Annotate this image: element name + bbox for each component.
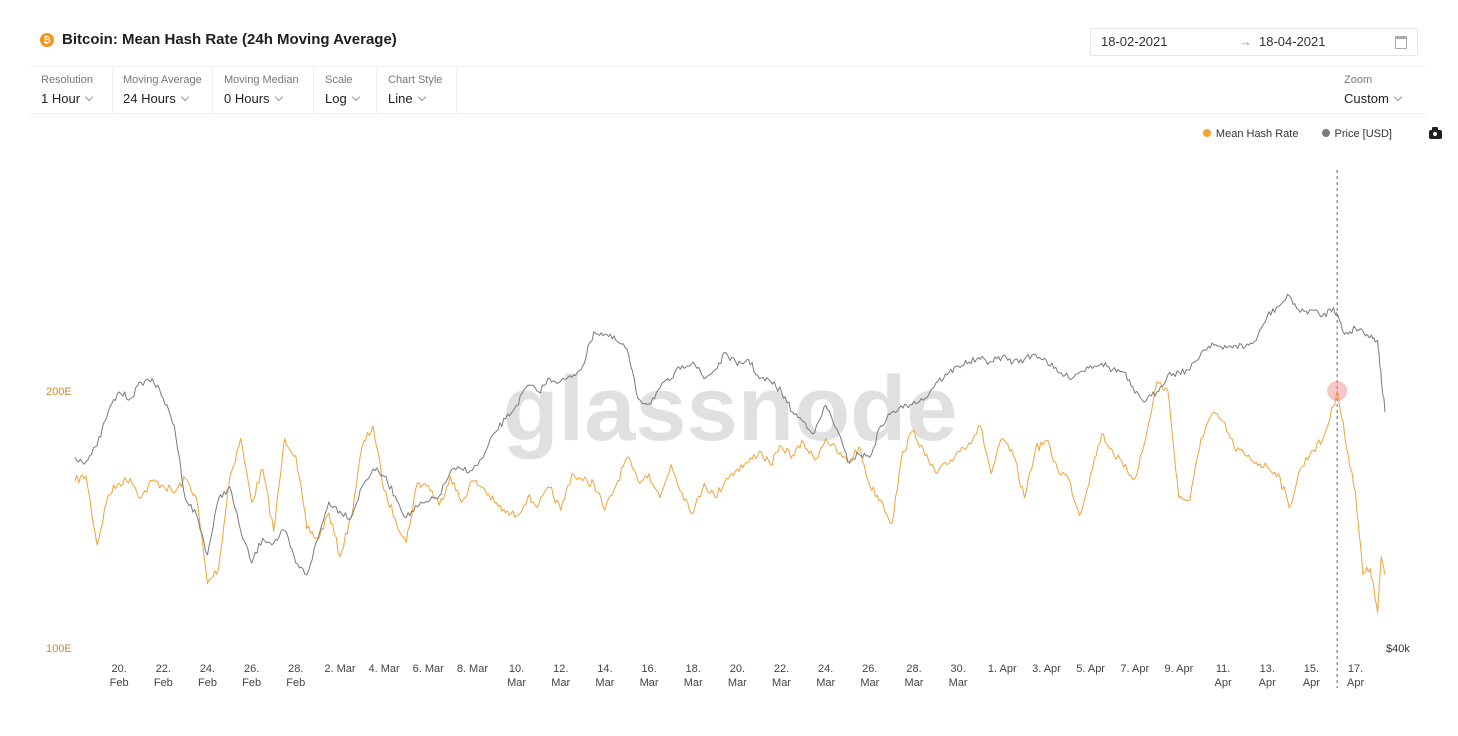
x-tick-label-month: Feb [286,677,305,689]
date-to-input[interactable]: 18-04-2021 [1259,34,1326,49]
legend-item-price[interactable]: Price [USD] [1321,128,1392,140]
moving-average-select[interactable]: Moving Average 24 Hours [112,67,213,113]
x-tick-label-month: Mar [728,677,747,689]
resolution-select[interactable]: Resolution 1 Hour [30,67,113,113]
resolution-value[interactable]: 1 Hour [41,91,94,106]
watermark-logo: glassnode [502,358,957,460]
x-tick-label-month: Apr [1215,677,1232,689]
x-tick-label: 28. [906,663,921,675]
scale-value[interactable]: Log [325,91,360,106]
x-tick-label: 20. [112,663,127,675]
x-tick-label: 18. [686,663,701,675]
page-title: Bitcoin: Mean Hash Rate (24h Moving Aver… [62,31,397,48]
x-tick-label: 24. [200,663,215,675]
x-tick-label: 15. [1304,663,1319,675]
x-tick-label: 5. Apr [1076,663,1105,675]
bitcoin-icon: ₿ [40,33,54,47]
hover-marker [1327,381,1348,401]
x-tick-label-month: Mar [551,677,570,689]
x-tick-label: 1. Apr [988,663,1017,675]
x-tick-label: 14. [597,663,612,675]
x-tick-label-month: Mar [684,677,703,689]
moving-median-select[interactable]: Moving Median 0 Hours [213,67,314,113]
moving-median-value[interactable]: 0 Hours [224,91,283,106]
x-tick-label-month: Apr [1259,677,1276,689]
moving-average-label: Moving Average [123,74,202,86]
zoom-select[interactable]: Zoom Custom [1344,67,1414,113]
x-tick-label: 22. [156,663,171,675]
legend-dot-price [1321,129,1330,137]
x-tick-label-month: Mar [949,677,968,689]
x-tick-label: 30. [950,663,965,675]
x-tick-label-month: Feb [242,677,261,689]
x-axis: 20. Feb 22. Feb 24. Feb 26. Feb 28. Feb 2. Mar 4. M… [110,663,1365,689]
y-axis-label-top: 200E [46,386,72,398]
moving-average-value[interactable]: 24 Hours [123,91,189,106]
chart-style-value[interactable]: Line [388,91,426,106]
x-tick-label: 20. [730,663,745,675]
x-tick-label: 12. [553,663,568,675]
x-tick-label: 11. [1216,663,1230,675]
chart-toolbar: Resolution 1 Hour Moving Average 24 Hour… [30,66,1426,114]
x-tick-label: 26. [244,663,259,675]
y-axis-right-label: $40k [1386,643,1410,655]
series-layer [74,293,1386,614]
x-tick-label-month: Mar [595,677,614,689]
x-tick-label-month: Mar [860,677,879,689]
zoom-value[interactable]: Custom [1344,91,1403,106]
chart-style-select[interactable]: Chart Style Line [377,67,457,113]
x-tick-label-month: Mar [640,677,659,689]
x-tick-label: 4. Mar [369,663,401,675]
x-tick-label-month: Mar [905,677,924,689]
arrow-right-icon: → [1239,34,1252,49]
series-line-price [74,293,1386,576]
x-tick-label: 2. Mar [324,663,356,675]
x-tick-label: 17. [1348,663,1363,675]
resolution-label: Resolution [41,74,93,86]
chart-style-label: Chart Style [388,74,443,86]
chart-legend: Mean Hash Rate Price [USD] [1202,127,1442,144]
legend-dot-hash-rate [1202,129,1211,137]
scale-select[interactable]: Scale Log [314,67,377,113]
x-tick-label: 3. Apr [1032,663,1061,675]
x-tick-label-month: Feb [154,677,173,689]
legend-label-price: Price [USD] [1334,128,1392,140]
date-from-input[interactable]: 18-02-2021 [1101,34,1168,49]
x-tick-label: 10. [509,663,524,675]
x-tick-label-month: Mar [816,677,835,689]
y-axis-label-bottom: 100E [46,643,72,655]
moving-median-label: Moving Median [224,74,299,86]
scale-label: Scale [325,74,353,86]
x-tick-label-month: Mar [772,677,791,689]
series-line-hash-rate [74,381,1386,614]
x-tick-label: 9. Apr [1165,663,1194,675]
chart-header: ₿ Bitcoin: Mean Hash Rate (24h Moving Av… [40,28,1418,56]
camera-icon[interactable] [1429,127,1442,139]
zoom-label: Zoom [1344,74,1373,86]
legend-item-hash-rate[interactable]: Mean Hash Rate [1202,128,1299,140]
x-tick-label: 26. [862,663,877,675]
x-tick-label: 22. [774,663,789,675]
x-tick-label-month: Feb [198,677,217,689]
x-tick-label: 13. [1260,663,1275,675]
x-tick-label-month: Feb [110,677,129,689]
x-tick-label-month: Apr [1303,677,1320,689]
x-tick-label: 6. Mar [413,663,445,675]
x-tick-label: 24. [818,663,833,675]
x-tick-label-month: Apr [1347,677,1364,689]
date-range-picker[interactable]: 18-02-2021 → 18-04-2021 [1090,28,1418,56]
x-tick-label-month: Mar [507,677,526,689]
x-tick-label: 7. Apr [1120,663,1149,675]
x-tick-label: 8. Mar [457,663,489,675]
calendar-icon[interactable] [1395,36,1407,49]
x-tick-label: 28. [288,663,303,675]
x-tick-label: 16. [641,663,656,675]
legend-label-hash-rate: Mean Hash Rate [1215,128,1299,140]
